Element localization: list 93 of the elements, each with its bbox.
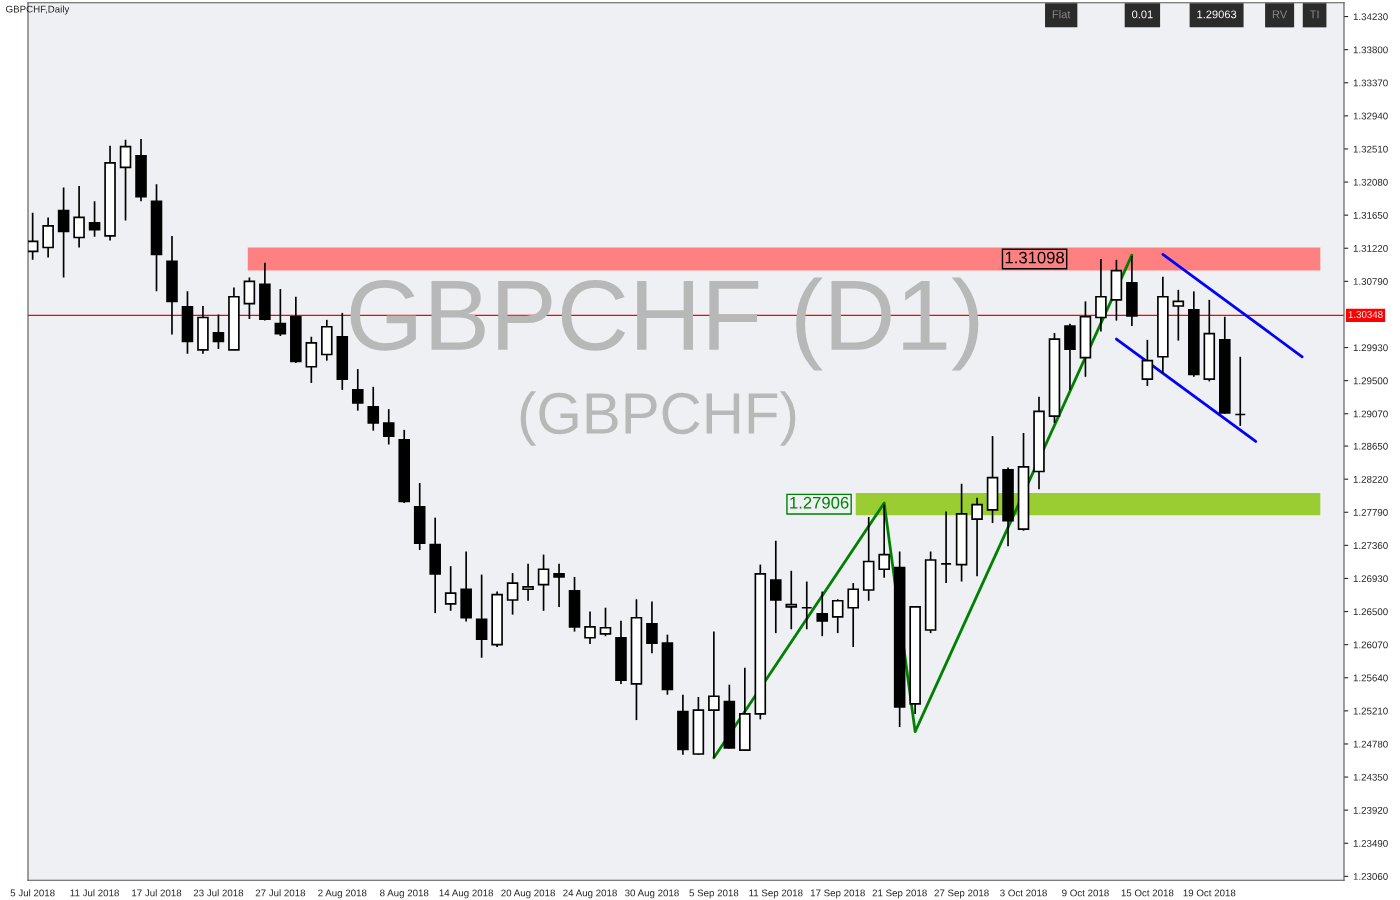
y-tick-label: 1.25640 [1353,674,1388,682]
y-tick-label: 1.29930 [1353,344,1388,352]
y-tick-label: 1.27360 [1353,542,1388,549]
candlestick [537,553,550,612]
y-tick-label: 1.31650 [1353,211,1388,219]
y-tick-label: 1.30790 [1353,278,1388,285]
x-tick-label: 27 Jul 2018 [255,889,306,897]
candlestick [816,590,829,638]
y-tick-label: 1.28220 [1353,475,1388,483]
y-tick-label: 1.24780 [1353,740,1388,748]
ref-line-label: 1.30348 [1348,311,1383,318]
y-tick-label: 1.34230 [1353,13,1388,21]
x-tick-label: 17 Jul 2018 [132,889,182,897]
band-label: 1.31098 [1005,251,1064,264]
candlestick [42,216,54,259]
annotation: (GBPCHF) [520,391,796,446]
x-tick-label: 19 Oct 2018 [1183,889,1236,897]
candlestick [212,313,225,350]
y-tick-label: 1.28650 [1353,442,1388,450]
x-tick-label: 21 Sep 2018 [872,889,927,899]
annotation: 0.01 [1132,10,1153,19]
x-tick-label: 3 Oct 2018 [1000,889,1047,897]
candlestick [351,368,364,412]
y-tick-label: 1.32080 [1353,178,1388,186]
candlestick [785,569,798,631]
candlestick [73,185,85,249]
y-tick-label: 1.26070 [1353,641,1388,649]
y-tick-label: 1.32510 [1353,145,1388,153]
x-tick-label: 9 Oct 2018 [1062,889,1109,897]
x-tick-label: 24 Aug 2018 [563,889,617,899]
annotation: RV [1272,10,1288,19]
y-tick-label: 1.26930 [1353,575,1388,583]
candlestick [28,212,39,261]
x-tick-label: 20 Aug 2018 [501,889,555,899]
x-tick-label: 30 Aug 2018 [625,889,679,899]
y-tick-label: 1.33800 [1353,46,1388,54]
y-tick-label: 1.29500 [1353,377,1388,385]
annotation: 1.29063 [1197,10,1237,19]
candlestick [382,408,395,446]
candlestick [305,335,318,384]
y-tick-label: 1.31220 [1353,244,1388,252]
candlestick [57,186,70,279]
candlestick [599,606,612,638]
candlestick [971,496,983,577]
candlestick [940,510,952,584]
x-tick-label: 23 Jul 2018 [193,889,244,897]
candlestick [847,582,859,648]
y-tick-label: 1.32940 [1353,112,1388,120]
candlestick [831,598,844,634]
candlestick [553,563,565,608]
candlestick [522,563,534,602]
candlestick [1141,339,1154,387]
candlestick [770,539,782,634]
y-tick-label: 1.23920 [1353,806,1388,814]
candlestick [708,630,720,759]
x-tick-label: 5 Jul 2018 [10,889,55,897]
annotation: Flat [1052,10,1071,19]
candlestick [506,572,519,616]
candlestick [475,573,488,659]
x-tick-label: 2 Aug 2018 [318,889,367,899]
candlestick [88,200,101,238]
annotation: TI [1309,10,1319,19]
candlestick [800,580,813,631]
candlestick [444,565,457,612]
candlestick [274,288,287,337]
y-tick-label: 1.24350 [1353,773,1388,781]
candlestick [1234,355,1247,427]
candlestick [584,610,596,645]
candlestick [646,600,658,654]
x-tick-label: 11 Jul 2018 [70,889,119,897]
y-tick-label: 1.26500 [1353,608,1388,616]
y-tick-label: 1.23490 [1353,839,1388,847]
x-tick-label: 27 Sep 2018 [934,889,989,899]
x-tick-label: 17 Sep 2018 [810,889,865,899]
candlestick [243,276,256,320]
band-label: 1.27906 [790,496,849,509]
candlestick [878,503,890,579]
x-tick-label: 11 Sep 2018 [749,889,803,899]
candlestick [367,385,380,432]
candlestick [1064,322,1076,391]
candlestick [1172,288,1185,342]
x-tick-label: 15 Oct 2018 [1121,889,1174,897]
y-tick-label: 1.25210 [1353,707,1388,715]
y-tick-label: 1.33370 [1353,79,1388,87]
y-tick-label: 1.27790 [1353,509,1388,516]
y-tick-label: 1.29070 [1353,410,1388,418]
candlestick [1095,258,1107,333]
x-tick-label: 5 Sep 2018 [689,889,739,899]
x-tick-label: 14 Aug 2018 [439,889,494,899]
x-tick-label: 8 Aug 2018 [380,889,429,899]
chart-title: GBPCHF,Daily [6,5,70,15]
y-tick-label: 1.23060 [1353,873,1388,880]
candlestick [119,138,132,222]
